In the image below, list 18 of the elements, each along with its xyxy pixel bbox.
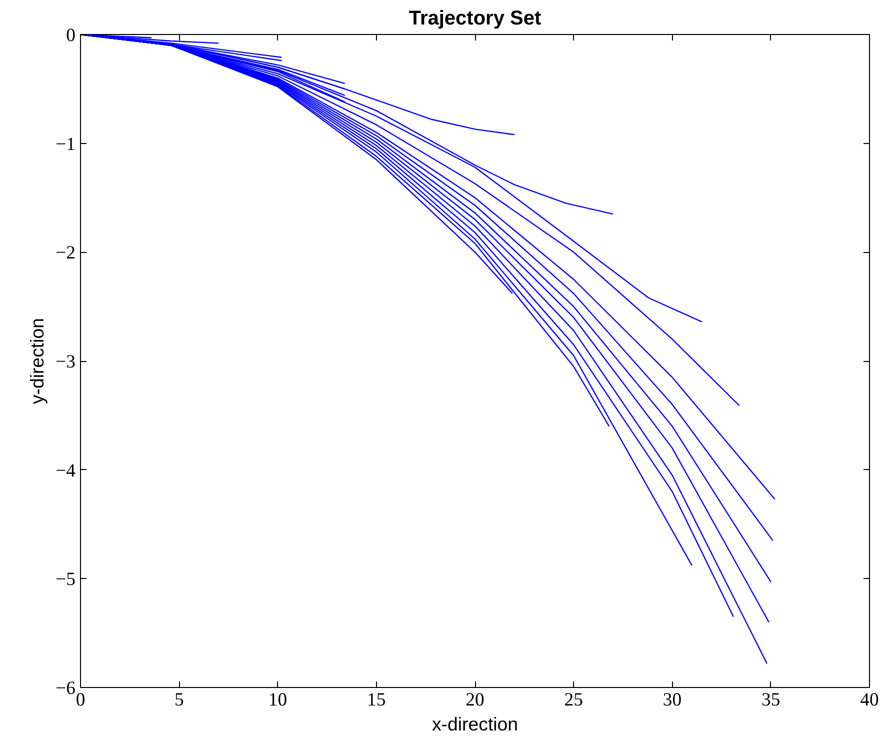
x-axis-title: x-direction	[432, 714, 518, 734]
y-tick-label: −5	[56, 569, 76, 590]
x-tick-label: 30	[662, 690, 682, 710]
y-tick-label: 0	[66, 25, 76, 46]
y-tick-label: −3	[56, 352, 76, 372]
x-tick-label: 15	[367, 690, 386, 710]
y-tick-label: −2	[56, 242, 76, 264]
x-tick-label: 35	[762, 690, 780, 710]
x-tick-label: 40	[860, 690, 879, 710]
chart-title: Trajectory Set	[408, 8, 542, 30]
y-tick-label: −6	[56, 678, 76, 699]
y-axis-title: y-direction	[26, 318, 48, 404]
y-tick-label: −4	[56, 460, 76, 482]
x-tick-label: 25	[564, 690, 583, 710]
x-tick-label: 5	[174, 690, 184, 710]
x-tick-label: 10	[268, 690, 288, 710]
x-tick-label: 20	[466, 690, 484, 710]
y-tick-label: −1	[56, 134, 76, 155]
